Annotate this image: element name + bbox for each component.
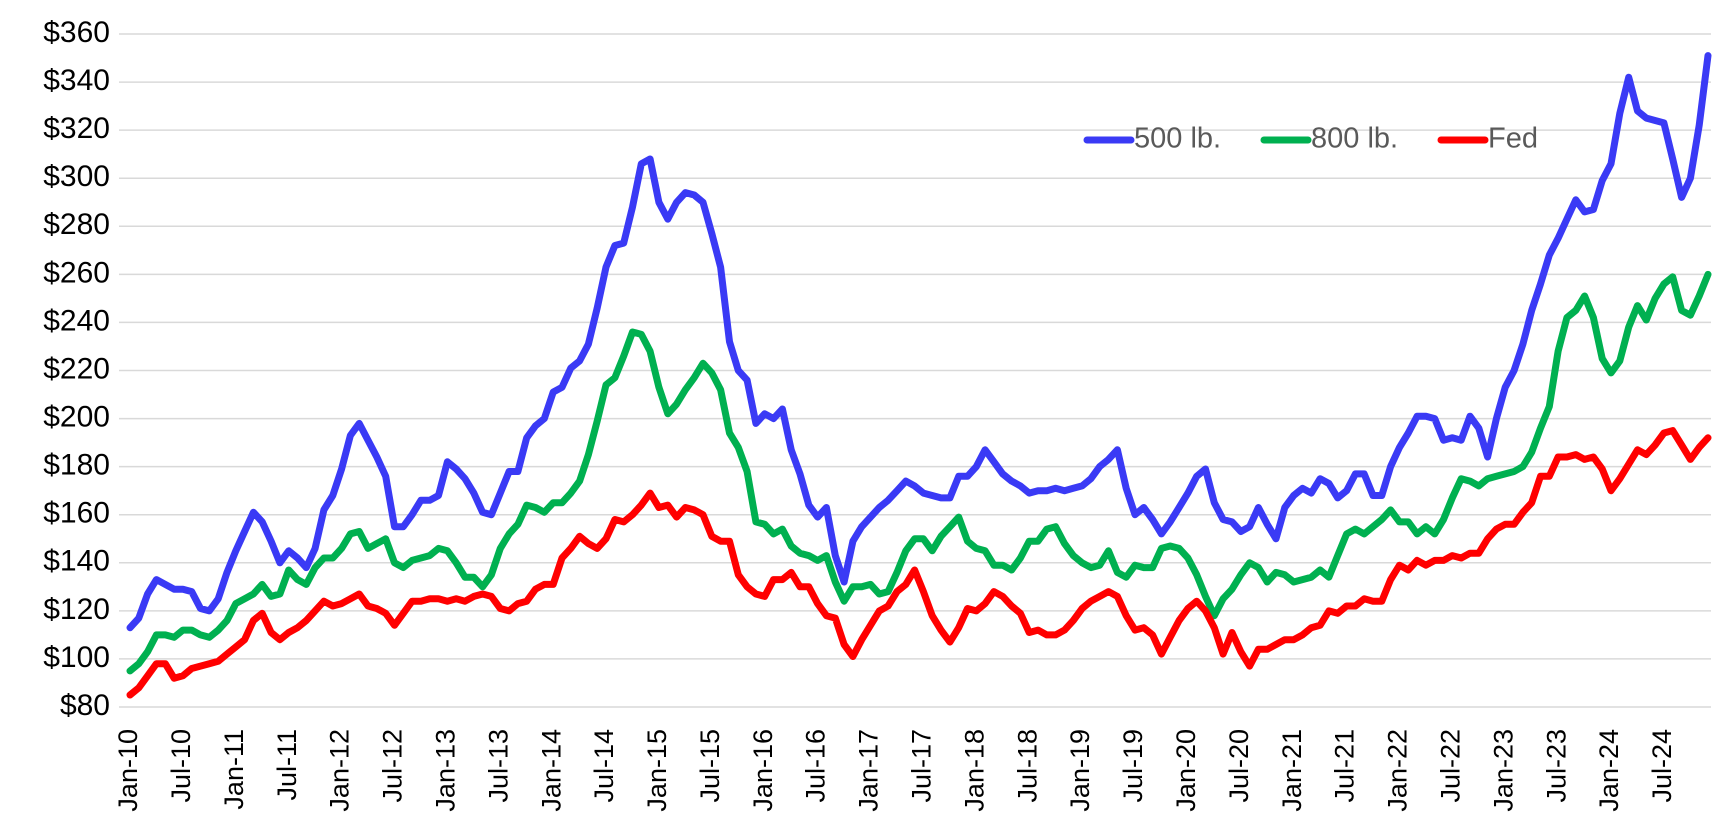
x-tick-label: Jul-11 xyxy=(272,729,302,801)
y-tick-label: $360 xyxy=(43,16,110,49)
x-tick-label: Jul-22 xyxy=(1435,729,1465,803)
x-tick-label: Jan-16 xyxy=(748,729,778,812)
x-tick-label: Jan-22 xyxy=(1383,729,1413,812)
x-tick-label: Jul-15 xyxy=(695,729,725,803)
series-line xyxy=(126,52,1712,632)
x-tick-label: Jan-19 xyxy=(1065,729,1095,812)
y-tick-label: $280 xyxy=(43,208,110,241)
x-tick-label: Jan-21 xyxy=(1277,729,1307,812)
x-tick-label: Jul-16 xyxy=(801,729,831,803)
x-tick-label: Jan-15 xyxy=(642,729,672,812)
series-line xyxy=(126,270,1712,675)
y-tick-label: $160 xyxy=(43,497,110,530)
y-tick-label: $140 xyxy=(43,545,110,578)
y-tick-label: $260 xyxy=(43,256,110,289)
x-tick-label: Jan-24 xyxy=(1594,729,1624,812)
legend-label: 500 lb. xyxy=(1134,123,1221,155)
x-tick-label: Jan-23 xyxy=(1488,729,1518,812)
y-tick-label: $340 xyxy=(43,64,110,97)
x-tick-label: Jan-13 xyxy=(430,729,460,812)
x-tick-label: Jul-13 xyxy=(483,729,513,803)
y-tick-label: $240 xyxy=(43,304,110,337)
x-tick-label: Jan-18 xyxy=(959,729,989,812)
x-tick-label: Jan-11 xyxy=(219,729,249,810)
legend: 500 lb. 800 lb. Fed xyxy=(1083,123,1538,155)
x-tick-label: Jul-21 xyxy=(1330,729,1360,803)
x-tick-label: Jul-14 xyxy=(589,729,619,803)
x-tick-label: Jan-20 xyxy=(1171,729,1201,812)
y-tick-label: $100 xyxy=(43,641,110,674)
y-tick-label: $80 xyxy=(60,689,110,722)
x-tick-label: Jul-17 xyxy=(907,729,937,803)
y-tick-label: $120 xyxy=(43,593,110,626)
x-tick-label: Jul-19 xyxy=(1118,729,1148,803)
x-tick-label: Jan-17 xyxy=(854,729,884,812)
legend-label: Fed xyxy=(1488,123,1538,155)
x-tick-label: Jul-10 xyxy=(166,729,196,803)
x-tick-label: Jan-10 xyxy=(113,729,143,812)
series-line xyxy=(126,427,1712,699)
x-tick-label: Jul-12 xyxy=(378,729,408,803)
y-tick-label: $300 xyxy=(43,160,110,193)
x-tick-label: Jul-18 xyxy=(1012,729,1042,803)
y-tick-label: $320 xyxy=(43,112,110,145)
x-tick-label: Jul-23 xyxy=(1541,729,1571,803)
x-tick-label: Jan-14 xyxy=(536,729,566,812)
y-tick-label: $200 xyxy=(43,400,110,433)
x-tick-label: Jul-24 xyxy=(1647,729,1677,803)
y-tick-label: $180 xyxy=(43,449,110,482)
y-tick-label: $220 xyxy=(43,352,110,385)
legend-label: 800 lb. xyxy=(1311,123,1398,155)
x-tick-label: Jan-12 xyxy=(325,729,355,812)
x-tick-label: Jul-20 xyxy=(1224,729,1254,803)
